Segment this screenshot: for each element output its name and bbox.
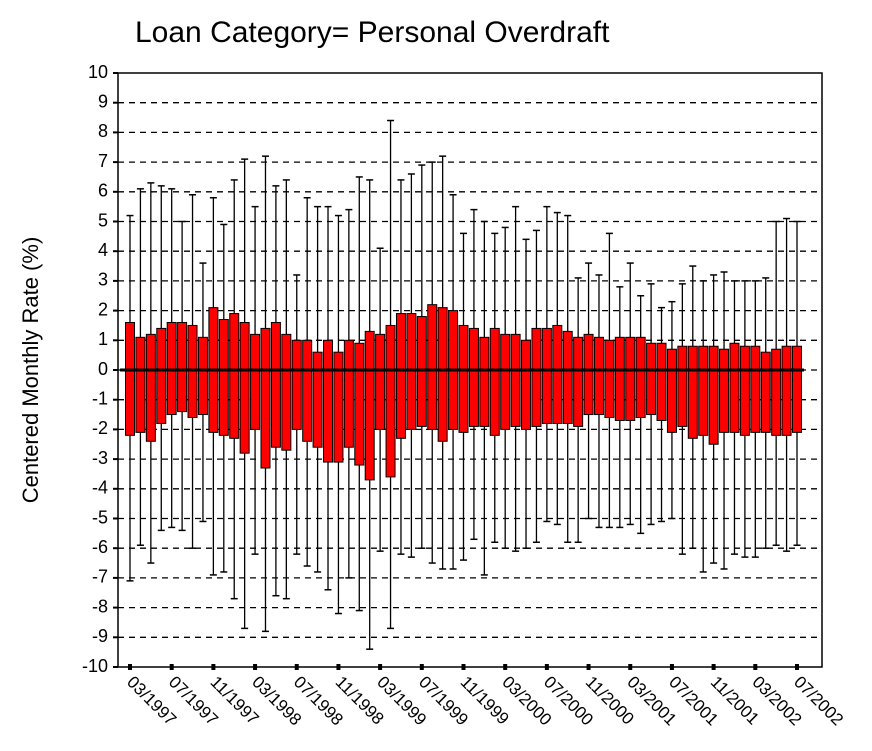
box: [698, 345, 709, 436]
box: [708, 345, 719, 445]
box: [750, 345, 761, 433]
box: [156, 327, 167, 424]
box: [552, 324, 563, 424]
box: [302, 339, 313, 442]
box: [437, 307, 448, 442]
box: [125, 321, 135, 436]
box: [760, 351, 771, 433]
y-tick-label: -1: [92, 388, 108, 408]
box: [719, 348, 730, 433]
box: [729, 342, 740, 433]
box: [281, 333, 292, 451]
box: [479, 336, 490, 427]
box: [197, 336, 208, 416]
y-tick-label: -6: [92, 537, 108, 557]
y-tick-label: 4: [98, 240, 108, 260]
box: [614, 336, 625, 421]
box: [635, 336, 646, 419]
y-tick-label: -2: [92, 418, 108, 438]
box: [792, 345, 802, 433]
y-tick-label: 5: [98, 210, 108, 230]
y-axis-label: Centered Monthly Rate (%): [18, 237, 43, 504]
box: [739, 345, 750, 436]
box: [781, 345, 792, 436]
y-tick-label: 1: [98, 329, 108, 349]
box: [239, 321, 250, 454]
box: [604, 339, 615, 419]
y-tick-label: 3: [98, 270, 108, 290]
box: [677, 345, 688, 427]
box: [333, 351, 344, 463]
y-tick-label: -9: [92, 626, 108, 646]
y-tick-label: -8: [92, 596, 108, 616]
box: [177, 321, 188, 413]
y-tick-label: 6: [98, 181, 108, 201]
y-tick-label: 0: [98, 359, 108, 379]
box: [135, 336, 146, 433]
box: [510, 333, 521, 427]
y-tick-label: 2: [98, 299, 108, 319]
y-tick-label: 10: [88, 62, 108, 82]
box: [521, 339, 532, 430]
box: [500, 333, 511, 430]
y-tick-label: 9: [98, 91, 108, 111]
box: [666, 348, 677, 433]
box: [656, 342, 667, 421]
box: [593, 336, 604, 416]
box: [291, 339, 302, 430]
box: [646, 342, 657, 416]
chart-title: Loan Category= Personal Overdraft: [135, 16, 610, 49]
box: [395, 313, 406, 439]
box: [489, 327, 500, 436]
box: [354, 342, 365, 466]
box: [229, 313, 240, 439]
box: [771, 348, 782, 436]
box: [343, 339, 354, 448]
box: [468, 327, 479, 427]
y-tick-label: -5: [92, 507, 108, 527]
y-tick-label: 8: [98, 121, 108, 141]
box: [364, 330, 375, 481]
box: [562, 330, 573, 424]
y-tick-label: -7: [92, 567, 108, 587]
box: [312, 351, 323, 448]
box: [458, 324, 469, 433]
y-tick-label: -10: [82, 656, 108, 676]
plot-frame: [117, 72, 823, 668]
y-tick-label: -3: [92, 448, 108, 468]
box: [260, 327, 271, 469]
box: [385, 324, 396, 478]
box: [625, 336, 636, 421]
box: [583, 333, 594, 416]
box: [531, 327, 542, 427]
box: [218, 319, 229, 436]
y-tick-label: -4: [92, 478, 108, 498]
box: [427, 304, 438, 430]
box: [375, 333, 386, 430]
box: [270, 321, 281, 448]
box: [687, 345, 698, 439]
box: [250, 333, 261, 430]
box: [541, 327, 552, 424]
box: [573, 336, 584, 427]
box: [145, 333, 156, 442]
box: [323, 339, 334, 463]
y-tick-label: 7: [98, 151, 108, 171]
